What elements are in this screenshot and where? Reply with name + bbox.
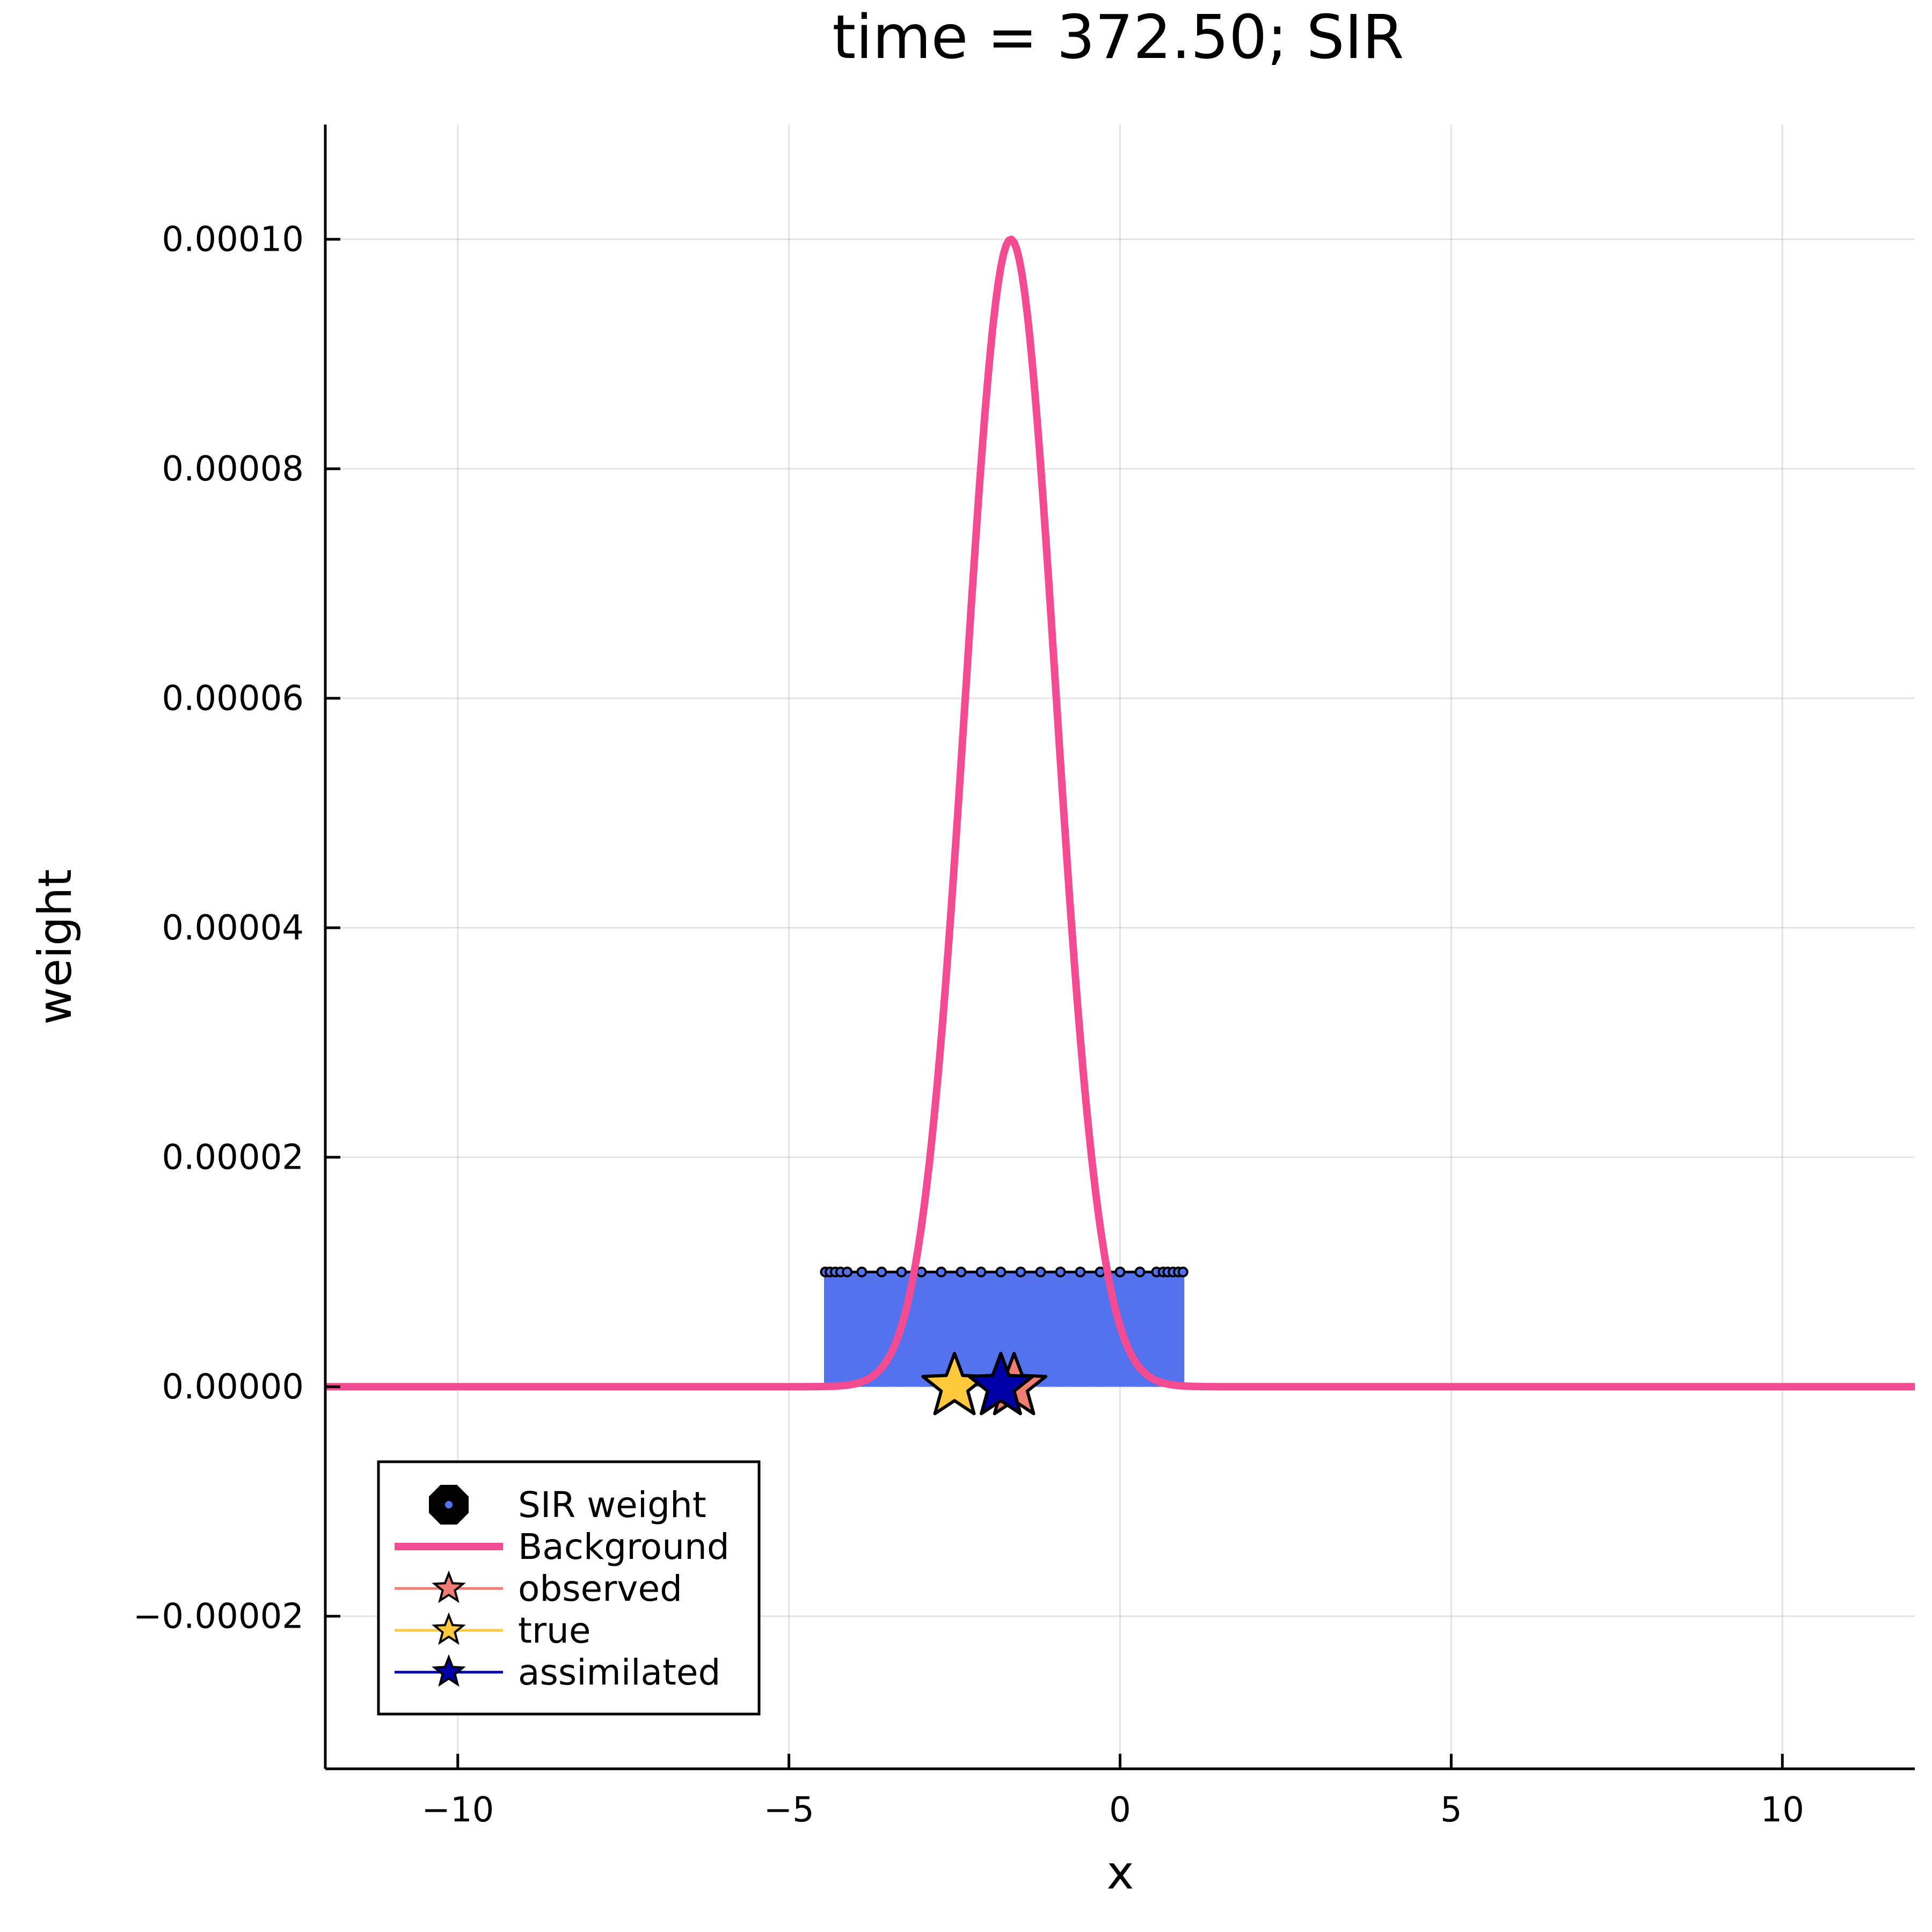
sir-weight-point-6 — [876, 1266, 887, 1278]
legend-label-background: Background — [518, 1526, 730, 1568]
star-markers — [921, 1352, 1048, 1416]
y-tick-label-5: 0.00008 — [162, 449, 304, 489]
y-tick-label-0: −0.00002 — [133, 1597, 304, 1637]
legend-label-sir-weight: SIR weight — [518, 1484, 706, 1526]
sir-weight-point-19 — [1134, 1266, 1146, 1278]
sir-weight-point-5 — [856, 1266, 867, 1278]
y-tick-label-6: 0.00010 — [162, 220, 304, 260]
background-series — [324, 236, 1916, 1391]
sir-weight-point-4 — [842, 1266, 853, 1278]
legend-item-background: Background — [395, 1526, 730, 1568]
sir-weight-point-16 — [1075, 1266, 1086, 1278]
x-tick-label-4: 10 — [1761, 1790, 1804, 1830]
sir-weight-point-14 — [1035, 1266, 1046, 1278]
y-tick-label-4: 0.00006 — [162, 679, 304, 719]
sir-weight-point-9 — [936, 1266, 947, 1278]
y-tick-label-2: 0.00002 — [162, 1138, 304, 1178]
legend-sir-weight-dot — [445, 1501, 453, 1508]
sir-weight-point-13 — [1015, 1266, 1026, 1278]
sir-weight-point-15 — [1055, 1266, 1066, 1278]
assimilated-star-0 — [967, 1352, 1034, 1416]
x-axis-title: x — [1107, 1846, 1134, 1900]
sir-weight-point-25 — [1177, 1266, 1189, 1278]
y-axis-title: weight — [28, 869, 82, 1025]
sir-weight-point-10 — [956, 1266, 967, 1278]
sir-weight-point-18 — [1114, 1266, 1126, 1278]
x-tick-label-0: −10 — [421, 1790, 494, 1830]
sir-weight-point-12 — [995, 1266, 1007, 1278]
legend-observed-star — [432, 1570, 466, 1603]
legend-label-assimilated: assimilated — [518, 1652, 720, 1693]
legend-label-observed: observed — [518, 1568, 682, 1609]
legend-item-assimilated: assimilated — [395, 1652, 720, 1693]
x-tick-label-2: 0 — [1109, 1790, 1131, 1830]
chart-title: time = 372.50; SIR — [832, 3, 1404, 72]
legend-item-sir-weight: SIR weight — [429, 1484, 706, 1526]
y-tick-label-3: 0.00004 — [162, 908, 304, 948]
y-tick-label-1: 0.00000 — [162, 1367, 304, 1407]
y-ticks: −0.00002 0.00000 0.00002 0.00004 0.00006 0.00… — [133, 220, 340, 1637]
legend-assimilated-star — [432, 1654, 466, 1687]
legend-label-true: true — [518, 1610, 590, 1651]
legend-item-true: true — [395, 1610, 590, 1651]
legend-item-observed: observed — [395, 1568, 682, 1609]
sir-weight-point-7 — [896, 1266, 907, 1278]
background-line — [324, 236, 1916, 1391]
legend: SIR weight Background observed true assi… — [377, 1460, 761, 1716]
x-tick-label-1: −5 — [763, 1790, 814, 1830]
sir-weight-point-11 — [975, 1266, 987, 1278]
x-tick-label-3: 5 — [1440, 1790, 1462, 1830]
legend-true-star — [432, 1612, 466, 1645]
x-ticks: −10 −5 0 5 10 — [421, 1754, 1804, 1830]
